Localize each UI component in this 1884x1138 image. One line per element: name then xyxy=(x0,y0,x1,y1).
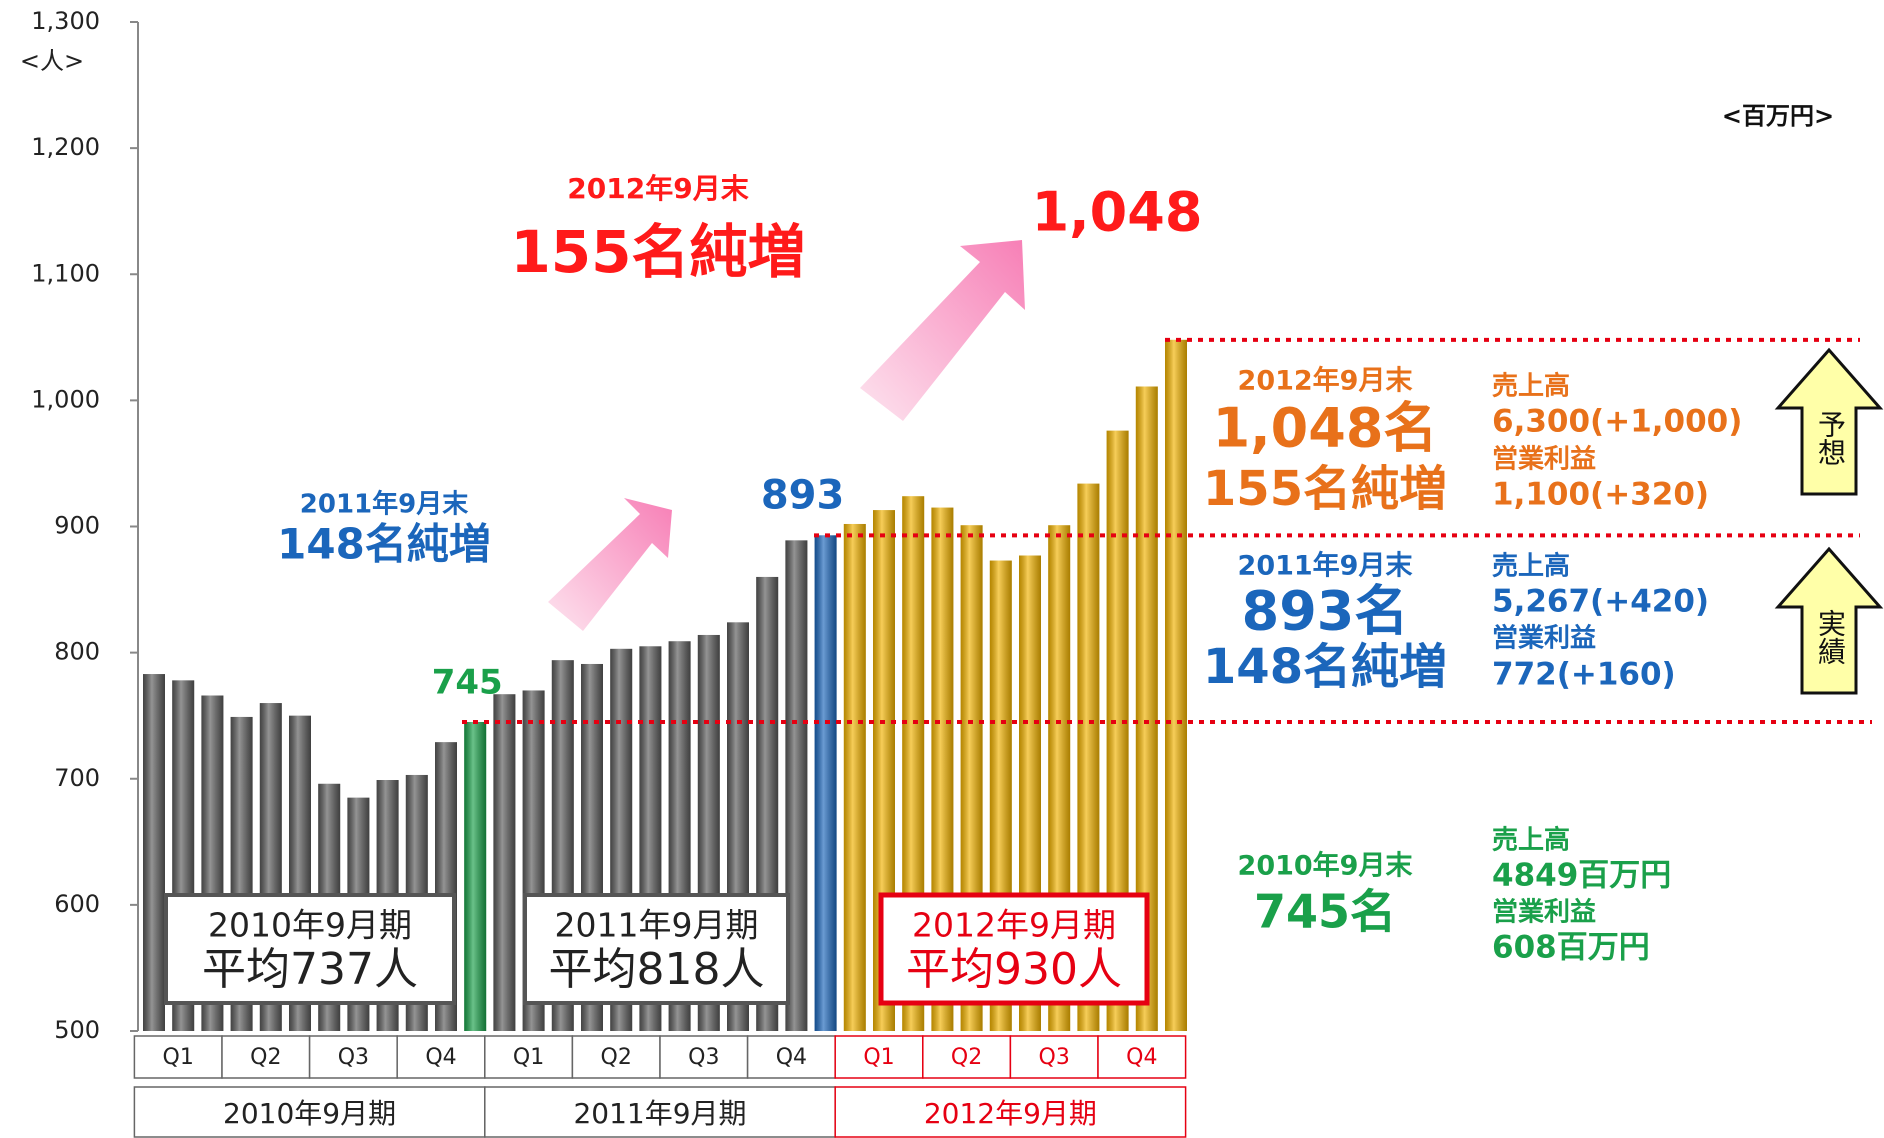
callout-date: 2012年9月末 xyxy=(567,172,748,205)
summary-sales: 4849百万円 xyxy=(1492,858,1671,894)
callout-date: 2011年9月末 xyxy=(300,489,469,520)
quarter-label: Q3 xyxy=(338,1045,369,1070)
summary-count: 1,048名 xyxy=(1213,397,1438,460)
bar-shine xyxy=(143,674,165,1031)
quarter-cell xyxy=(922,1035,1012,1079)
quarter-label: Q2 xyxy=(601,1045,632,1070)
period-box xyxy=(164,893,456,1005)
bar-shine xyxy=(464,721,487,1031)
bar-shine xyxy=(1135,386,1158,1032)
callout-increase: 148名純増 xyxy=(277,520,491,569)
y-tick-label: 800 xyxy=(54,638,100,666)
quarter-label: Q3 xyxy=(688,1045,719,1070)
summary-sales: 5,267(+420) xyxy=(1492,584,1709,620)
summary-sales-label: 売上高 xyxy=(1492,371,1570,402)
y-tick-label: 900 xyxy=(54,512,100,540)
summary-tag: 予想 xyxy=(1814,410,1847,466)
quarter-label: Q1 xyxy=(513,1045,544,1070)
summary-profit: 1,100(+320) xyxy=(1492,477,1709,513)
bar-shine xyxy=(1165,339,1187,1032)
bar-shine xyxy=(785,540,808,1031)
actual-arrow xyxy=(1774,546,1884,695)
quarter-cell xyxy=(571,1035,661,1079)
bar-shine xyxy=(814,535,837,1031)
quarter-cell xyxy=(396,1035,486,1079)
trend-arrow xyxy=(860,240,1025,421)
y-tick-label: 1,100 xyxy=(31,259,100,287)
trend-arrow xyxy=(548,498,672,631)
summary-sales-label: 売上高 xyxy=(1492,825,1570,856)
quarter-cell xyxy=(1097,1035,1187,1079)
summary-sales: 6,300(+1,000) xyxy=(1492,404,1742,440)
summary-profit-label: 営業利益 xyxy=(1492,624,1596,654)
summary-increase: 148名純増 xyxy=(1203,639,1447,695)
quarter-label: Q2 xyxy=(250,1045,281,1070)
quarter-cell xyxy=(659,1035,749,1079)
quarter-label: Q4 xyxy=(1126,1045,1157,1070)
year-label: 2012年9月期 xyxy=(924,1097,1097,1130)
period-box xyxy=(523,893,790,1005)
value-label: 893 xyxy=(761,472,845,518)
y-tick-label: 600 xyxy=(54,890,100,918)
quarter-label: Q4 xyxy=(776,1045,807,1070)
summary-sales-label: 売上高 xyxy=(1492,551,1570,582)
year-cell xyxy=(133,1086,486,1138)
summary-profit: 608百万円 xyxy=(1492,930,1650,966)
quarter-cell xyxy=(1009,1035,1099,1079)
bar-shine xyxy=(843,523,866,1031)
y-tick-label: 500 xyxy=(54,1016,100,1044)
quarter-cell xyxy=(221,1035,311,1079)
summary-count: 745名 xyxy=(1254,885,1396,939)
quarter-label: Q4 xyxy=(425,1045,456,1070)
value-label: 1,048 xyxy=(1032,181,1203,244)
summary-profit: 772(+160) xyxy=(1492,657,1676,693)
year-cell xyxy=(834,1086,1187,1138)
y-tick-label: 700 xyxy=(54,764,100,792)
summary-profit-label: 営業利益 xyxy=(1492,898,1596,928)
right-unit: <百万円> xyxy=(1722,102,1834,130)
period-label: 2012年9月期 xyxy=(912,906,1116,945)
y-unit: <人> xyxy=(20,47,84,75)
y-tick-label: 1,000 xyxy=(31,385,100,413)
y-tick-label: 1,300 xyxy=(31,7,100,35)
period-average: 平均737人 xyxy=(202,944,418,995)
quarter-label: Q2 xyxy=(951,1045,982,1070)
summary-date: 2010年9月末 xyxy=(1238,850,1413,882)
period-box xyxy=(878,892,1150,1006)
summary-increase: 155名純増 xyxy=(1203,461,1447,517)
bar-shine xyxy=(1106,430,1129,1031)
value-label: 745 xyxy=(432,662,503,702)
summary-count: 893名 xyxy=(1242,580,1409,643)
year-cell xyxy=(484,1086,836,1138)
period-average: 平均818人 xyxy=(549,944,765,995)
quarter-label: Q1 xyxy=(163,1045,194,1070)
summary-date: 2012年9月末 xyxy=(1238,365,1413,397)
quarter-label: Q1 xyxy=(863,1045,894,1070)
quarter-label: Q3 xyxy=(1039,1045,1070,1070)
forecast-arrow xyxy=(1774,347,1884,496)
period-average: 平均930人 xyxy=(906,944,1122,995)
summary-tag: 実績 xyxy=(1814,609,1847,665)
callout-increase: 155名純増 xyxy=(510,218,805,286)
year-label: 2011年9月期 xyxy=(573,1097,746,1130)
bar-shine xyxy=(493,694,516,1031)
y-tick-label: 1,200 xyxy=(31,133,100,161)
period-label: 2010年9月期 xyxy=(208,906,412,945)
summary-date: 2011年9月末 xyxy=(1238,550,1413,582)
summary-profit-label: 営業利益 xyxy=(1492,445,1596,475)
quarter-cell xyxy=(133,1035,223,1079)
year-label: 2010年9月期 xyxy=(223,1097,396,1130)
period-label: 2011年9月期 xyxy=(555,906,759,945)
quarter-cell xyxy=(746,1035,836,1079)
